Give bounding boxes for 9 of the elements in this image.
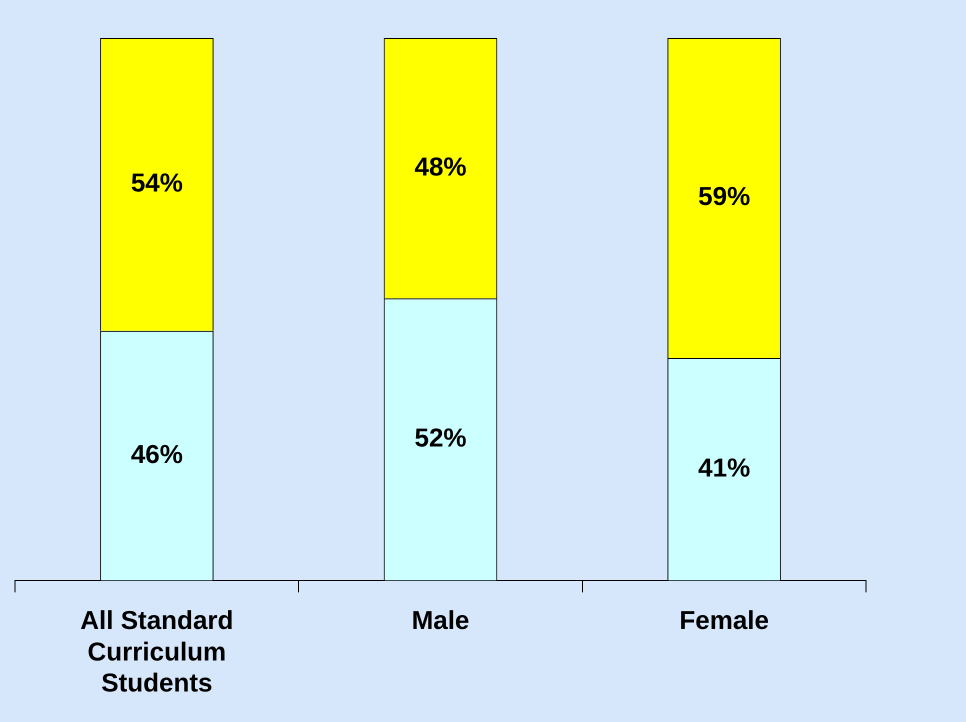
data-label: 41% <box>698 452 750 482</box>
x-tick-label: All Standard Curriculum Students <box>80 605 234 698</box>
data-label: 54% <box>130 168 183 198</box>
data-label: 48% <box>414 151 467 182</box>
x-tick-label: Female <box>679 605 769 636</box>
data-label: 59% <box>698 181 750 212</box>
x-tick-label: Male <box>412 605 470 636</box>
data-label: 52% <box>414 422 467 453</box>
data-label: 46% <box>130 438 183 469</box>
